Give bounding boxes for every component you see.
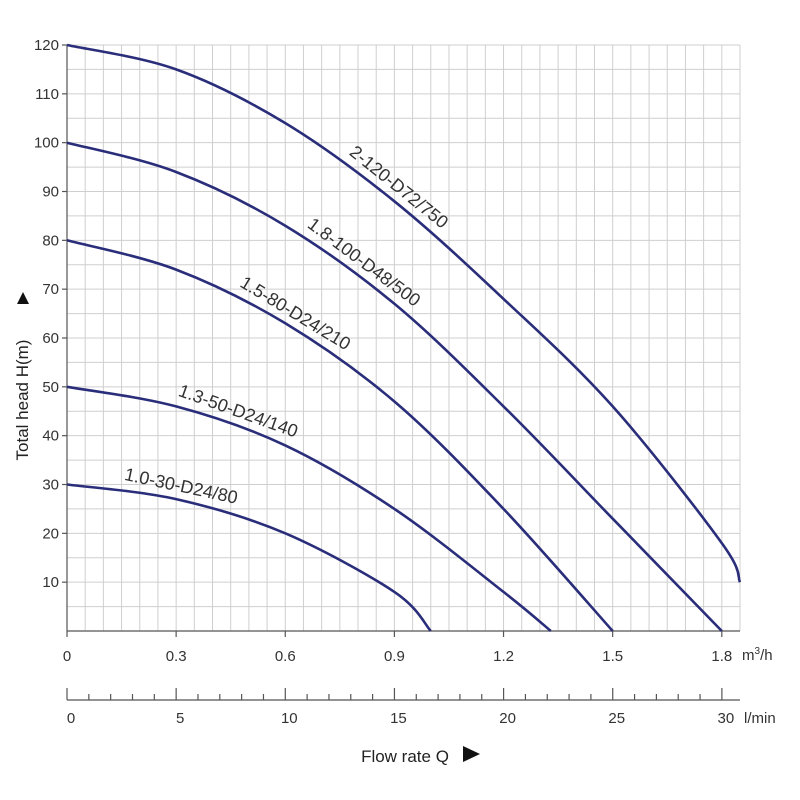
x2-tick-label: 5	[176, 710, 184, 727]
grid	[66, 44, 741, 632]
y-axis-title: Total head H(m)	[13, 340, 32, 461]
y-tick-label: 30	[42, 477, 59, 494]
x-axis-arrow-icon	[463, 746, 480, 762]
y-tick-label: 110	[35, 86, 59, 103]
x2-tick-label: 25	[608, 710, 625, 727]
y-axis-arrow-icon	[17, 292, 29, 304]
y-tick-label: 40	[42, 428, 59, 445]
series-line-1	[66, 43, 742, 583]
y-tick-labels: 10 20 30 40 50 60 70 80 90 100 110 120	[34, 37, 67, 591]
x-tick-label: 0.9	[384, 648, 405, 665]
y-tick-label: 80	[42, 232, 59, 249]
x-unit-m3h: m3/h	[742, 646, 773, 664]
series-line-2	[66, 141, 723, 632]
y-tick-label: 120	[34, 37, 59, 54]
series-line-4	[66, 385, 552, 632]
x-tick-label: 0.6	[275, 648, 296, 665]
y-tick-label: 100	[34, 135, 59, 152]
y-tick-label: 50	[42, 379, 59, 396]
x-tick-labels-lmin: 0 5 10 15 20 25 30	[66, 688, 735, 727]
y-tick-label: 20	[42, 525, 59, 542]
x2-tick-label: 30	[718, 710, 735, 727]
y-tick-label: 60	[42, 330, 59, 347]
y-tick-label: 10	[42, 574, 59, 591]
x2-tick-label: 20	[499, 710, 516, 727]
x-tick-label: 0	[63, 648, 71, 665]
series-line-3	[66, 239, 614, 632]
x-unit-lmin: l/min	[744, 710, 776, 727]
x2-tick-label: 10	[281, 710, 298, 727]
x-axis-title: Flow rate Q	[361, 747, 449, 766]
axes	[66, 45, 740, 701]
x2-tick-label: 0	[67, 710, 75, 727]
x2-tick-label: 15	[390, 710, 407, 727]
x-tick-label: 0.3	[166, 648, 187, 665]
x-tick-label: 1.5	[602, 648, 623, 665]
series-line-5	[66, 483, 432, 632]
series-label-1: 2-120-D72/750	[346, 142, 452, 233]
x-tick-label: 1.8	[711, 648, 732, 665]
y-tick-label: 90	[42, 184, 59, 201]
y-tick-label: 70	[42, 281, 59, 298]
series-curves	[66, 43, 742, 632]
x-tick-labels-m3h: 0 0.3 0.6 0.9 1.2 1.5 1.8	[63, 631, 732, 665]
x-tick-label: 1.2	[493, 648, 514, 665]
